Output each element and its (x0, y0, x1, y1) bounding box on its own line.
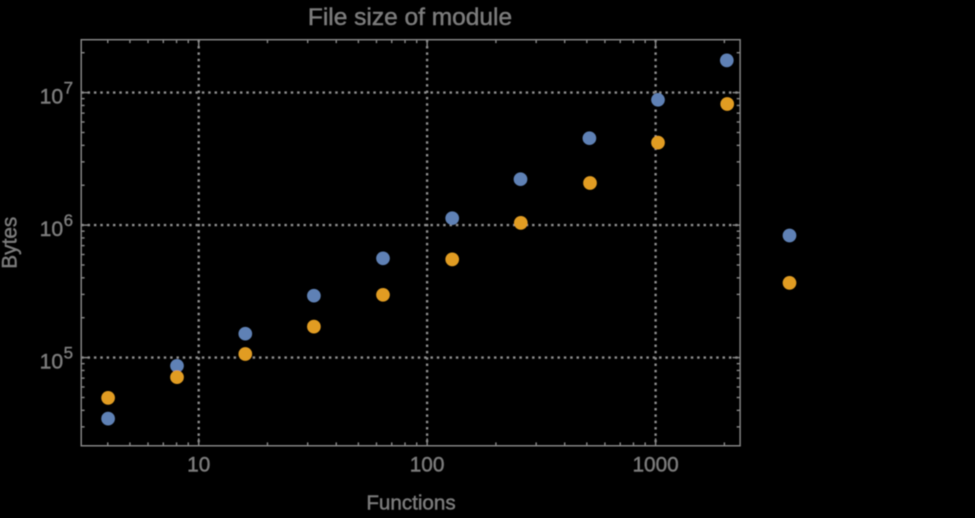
svg-text:Functions: Functions (366, 492, 455, 514)
svg-text:7: 7 (64, 79, 73, 98)
svg-text:10: 10 (40, 218, 64, 241)
svg-text:File size of module: File size of module (308, 4, 512, 31)
svg-text:100: 100 (410, 454, 445, 477)
svg-text:1000: 1000 (632, 454, 678, 477)
svg-text:10: 10 (187, 454, 210, 477)
svg-text:10: 10 (40, 351, 64, 374)
svg-text:5: 5 (64, 344, 73, 363)
svg-text:6: 6 (64, 211, 73, 230)
svg-text:Bytes: Bytes (0, 217, 22, 269)
svg-text:10: 10 (40, 86, 64, 109)
